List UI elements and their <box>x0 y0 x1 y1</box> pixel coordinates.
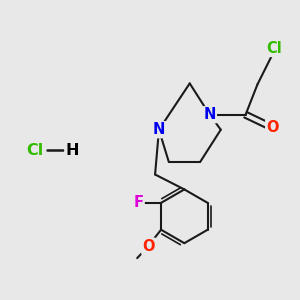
Text: O: O <box>142 239 155 254</box>
Text: N: N <box>203 107 216 122</box>
Text: O: O <box>266 120 279 135</box>
Text: N: N <box>153 122 165 137</box>
Text: Cl: Cl <box>266 41 282 56</box>
Text: Cl: Cl <box>26 142 44 158</box>
Text: H: H <box>66 142 79 158</box>
Text: F: F <box>134 195 144 210</box>
